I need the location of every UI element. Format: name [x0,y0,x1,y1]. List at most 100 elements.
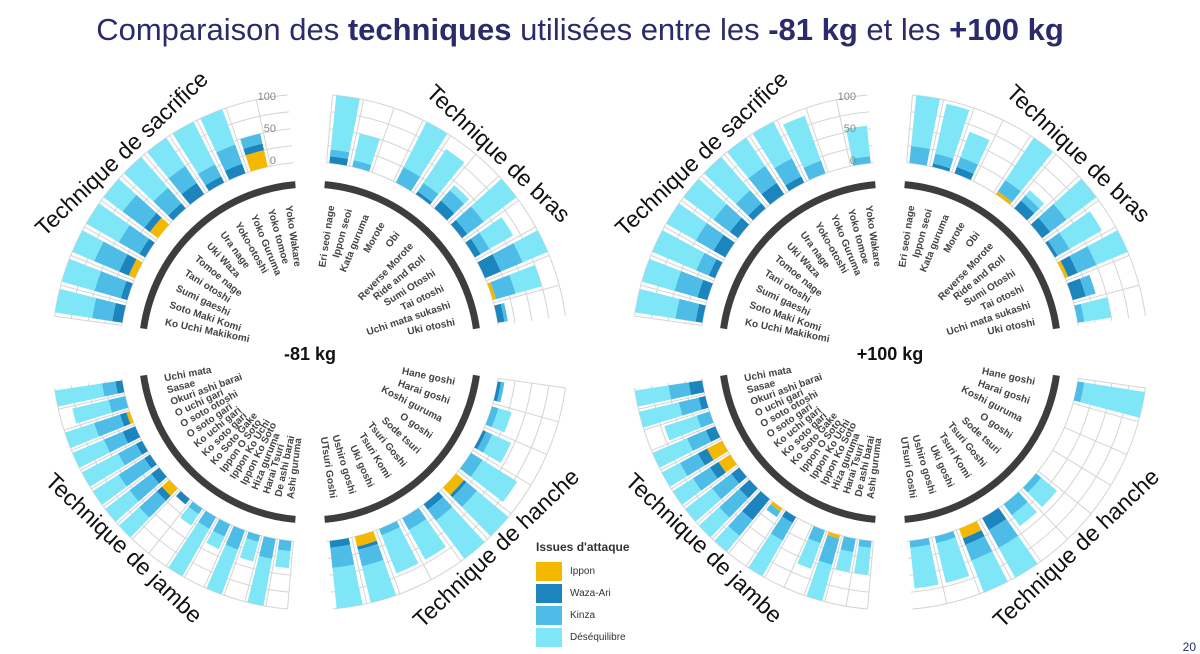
bar-yoko-guruma-desequilibre [200,109,236,153]
group-arc [904,374,1060,523]
grid-spoke [184,517,219,578]
grid-spoke [1065,254,1130,282]
grid-spoke [634,315,702,327]
bar-yoko-guruma-kinza [216,144,243,171]
bar-o-soto-otoshi-desequilibre [661,462,688,487]
group-arc [140,374,296,523]
grid-spoke [783,525,813,588]
technique-label: Obi [964,230,983,250]
bar-o-goshi-kinza [459,452,483,478]
bar-uchi-mata-kinza [668,382,692,400]
grid-spoke [906,94,913,163]
bar-o-soto-otoshi-kinza [679,453,705,477]
title-bold-techniques: techniques [347,12,512,47]
bar-ippon-ko-uchi-kinza [198,510,217,529]
bar-sode-tsuri-desequilibre [462,490,509,537]
grid-spoke [431,154,477,207]
bar-tomoe-nage-kinza [713,203,742,232]
grid-spoke [651,424,715,451]
bar-tsuri-goshi-desequilibre [1011,501,1037,527]
bar-ippon-ko-soto-kinza [212,518,231,537]
bar-o-uchi-gari-waza-ari [705,426,721,442]
bar-ride-and-roll-desequilibre [1053,178,1097,220]
grid-spoke [100,199,157,241]
scale-tick-label: 50 [844,123,856,135]
bar-yoko-tomoe-waza-ari [243,143,264,156]
bar-tai-otoshi-waza-ari [1060,255,1078,277]
center-label: +100 kg [857,344,924,364]
bar-tomoe-nage-desequilibre [103,178,137,212]
bar-sumi-otoshi-desequilibre [479,217,514,250]
grid-spoke [867,541,874,610]
bar-o-soto-otoshi-desequilibre [81,453,125,487]
bar-uki-goshi-kinza [965,536,993,561]
bar-uchi-mata-waza-ari [688,380,705,396]
bar-yoko-tomoe-kinza [240,133,263,149]
bar-tsuri-komi-desequilibre [408,519,446,560]
grid-spoke [349,99,365,167]
grid-spoke [1055,226,1116,261]
legend-item-waza-ari: Waza-Ari [536,582,676,604]
bar-ashi-guruma-kinza [277,539,292,552]
grid-spoke [375,529,401,594]
page-number: 20 [1182,640,1196,654]
bar-tai-otoshi-kinza [492,243,523,272]
bar-yoko-tomoe-ippon [245,150,268,172]
grid-spoke [63,409,130,431]
bar-uki-otoshi-desequilibre [1080,297,1112,322]
grid-spoke [498,377,566,389]
bar-tai-otoshi-waza-ari [477,254,501,279]
bar-utsuri-goshi-desequilibre [910,544,939,589]
bar-yoko-guruma-waza-ari [224,163,246,181]
group-arc [904,181,1060,330]
bar-reverse-morote-waza-ari [434,200,455,221]
bar-kata-guruma-kinza [956,157,979,174]
grid-spoke [680,199,737,241]
bar-o-uchi-gari-desequilibre [72,439,110,468]
grid-spoke [472,449,532,486]
group-arc [140,181,296,330]
grid-spoke [835,99,851,167]
grid-spoke [638,393,705,410]
bar-tani-otoshi-waza-ari [713,234,735,258]
grid-spoke [392,119,424,182]
legend-label: Déséquilibre [570,631,626,643]
grid-spoke [457,470,512,515]
grid-spoke [169,135,207,193]
bar-tsuri-goshi-waza-ari [423,491,444,510]
bar-uki-goshi-waza-ari [962,530,985,545]
bar-o-goshi-desequilibre [470,459,518,503]
bar-tsuri-komi-kinza [402,507,427,531]
bar-tsuri-goshi-kinza [1003,491,1028,516]
grid-spoke [84,226,145,261]
bar-okuri-ashi-barai-kinza [696,411,714,428]
bar-o-soto-gari-waza-ari [709,461,726,479]
bar-ko-uchi-gari-waza-ari [731,467,747,484]
grid-spoke [671,452,730,490]
bar-okuri-ashi-barai-ippon [126,411,134,425]
bar-o-soto-gari-kinza [692,467,718,491]
bar-uki-otoshi-kinza [500,303,508,322]
grid-spoke [1064,426,1127,455]
title-text: et les [857,12,950,47]
grid-spoke [60,284,127,304]
bar-koshi-guruma-waza-ari [474,430,487,450]
bar-hane-goshi-kinza [1073,381,1085,403]
grid-spoke [1078,377,1146,389]
bar-sode-tsuri-waza-ari [450,479,467,498]
bar-o-soto-gari-desequilibre [672,478,702,505]
bar-soto-maki-komi-kinza [94,271,127,299]
bar-soto-maki-komi-desequilibre [641,258,682,291]
bar-sode-tsuri-ippon [442,473,464,495]
grid-spoke [931,537,948,604]
bar-uchi-mata-desequilibre [634,385,672,407]
legend-label: Waza-Ari [570,587,611,599]
bar-uki-waza-desequilibre [123,156,168,202]
bar-ushiro-goshi-waza-ari [357,540,378,550]
bar-tai-otoshi-kinza [1069,246,1097,273]
grid-spoke [148,499,192,554]
grid-spoke [399,519,432,580]
